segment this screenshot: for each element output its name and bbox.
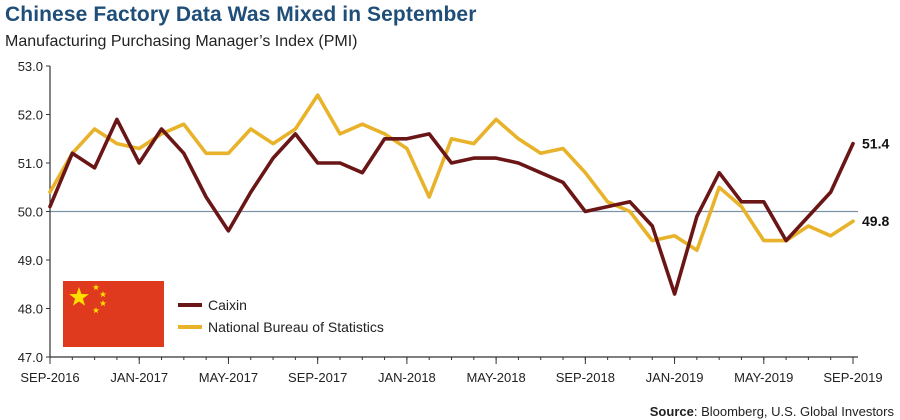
x-tick-label: SEP-2019 [823,370,882,385]
chart-subtitle: Manufacturing Purchasing Manager’s Index… [5,33,358,50]
axes: 47.0 48.0 49.0 50.0 51.0 52.0 53.0 SEP-2016 JAN-… [18,59,883,385]
y-tick-label: 50.0 [18,205,43,220]
x-tick-label: SEP-2017 [288,370,347,385]
x-tick-label: MAY-2018 [466,370,525,385]
y-tick-label: 49.0 [18,253,43,268]
end-label-caixin: 51.4 [862,136,889,152]
y-tick-label: 48.0 [18,302,43,317]
x-tick-label: MAY-2017 [199,370,258,385]
source-note: Source: Bloomberg, U.S. Global Investors [650,404,894,419]
source-label: Source [649,404,694,419]
series-layer [48,93,855,296]
y-tick-label: 53.0 [18,59,43,74]
legend: Caixin National Bureau of Statistics [63,281,384,347]
x-tick-label: JAN-2019 [646,370,704,385]
flag-large-star [69,287,89,306]
y-tick-label: 52.0 [18,108,43,123]
flag-small-star-2 [99,291,107,298]
x-tick-label: JAN-2017 [110,370,168,385]
x-tick-label: MAY-2019 [734,370,793,385]
flag-small-star-1 [92,284,100,291]
y-tick-label: 47.0 [18,350,43,365]
x-tick-label: SEP-2016 [20,370,79,385]
china-flag-icon [63,281,164,347]
series-line-nbs [48,93,855,253]
end-label-nbs: 49.8 [862,213,889,229]
series-line-caixin [48,117,855,296]
legend-label-nbs: National Bureau of Statistics [208,319,384,335]
legend-label-caixin: Caixin [208,297,247,313]
x-tick-label: SEP-2018 [556,370,615,385]
x-tick-label: JAN-2018 [378,370,436,385]
end-labels: 51.4 49.8 [862,136,889,230]
flag-small-star-4 [92,307,100,314]
y-tick-label: 51.0 [18,156,43,171]
flag-small-star-3 [99,300,107,307]
source-text: : Bloomberg, U.S. Global Investors [693,404,894,419]
chart-title: Chinese Factory Data Was Mixed in Septem… [5,3,477,26]
